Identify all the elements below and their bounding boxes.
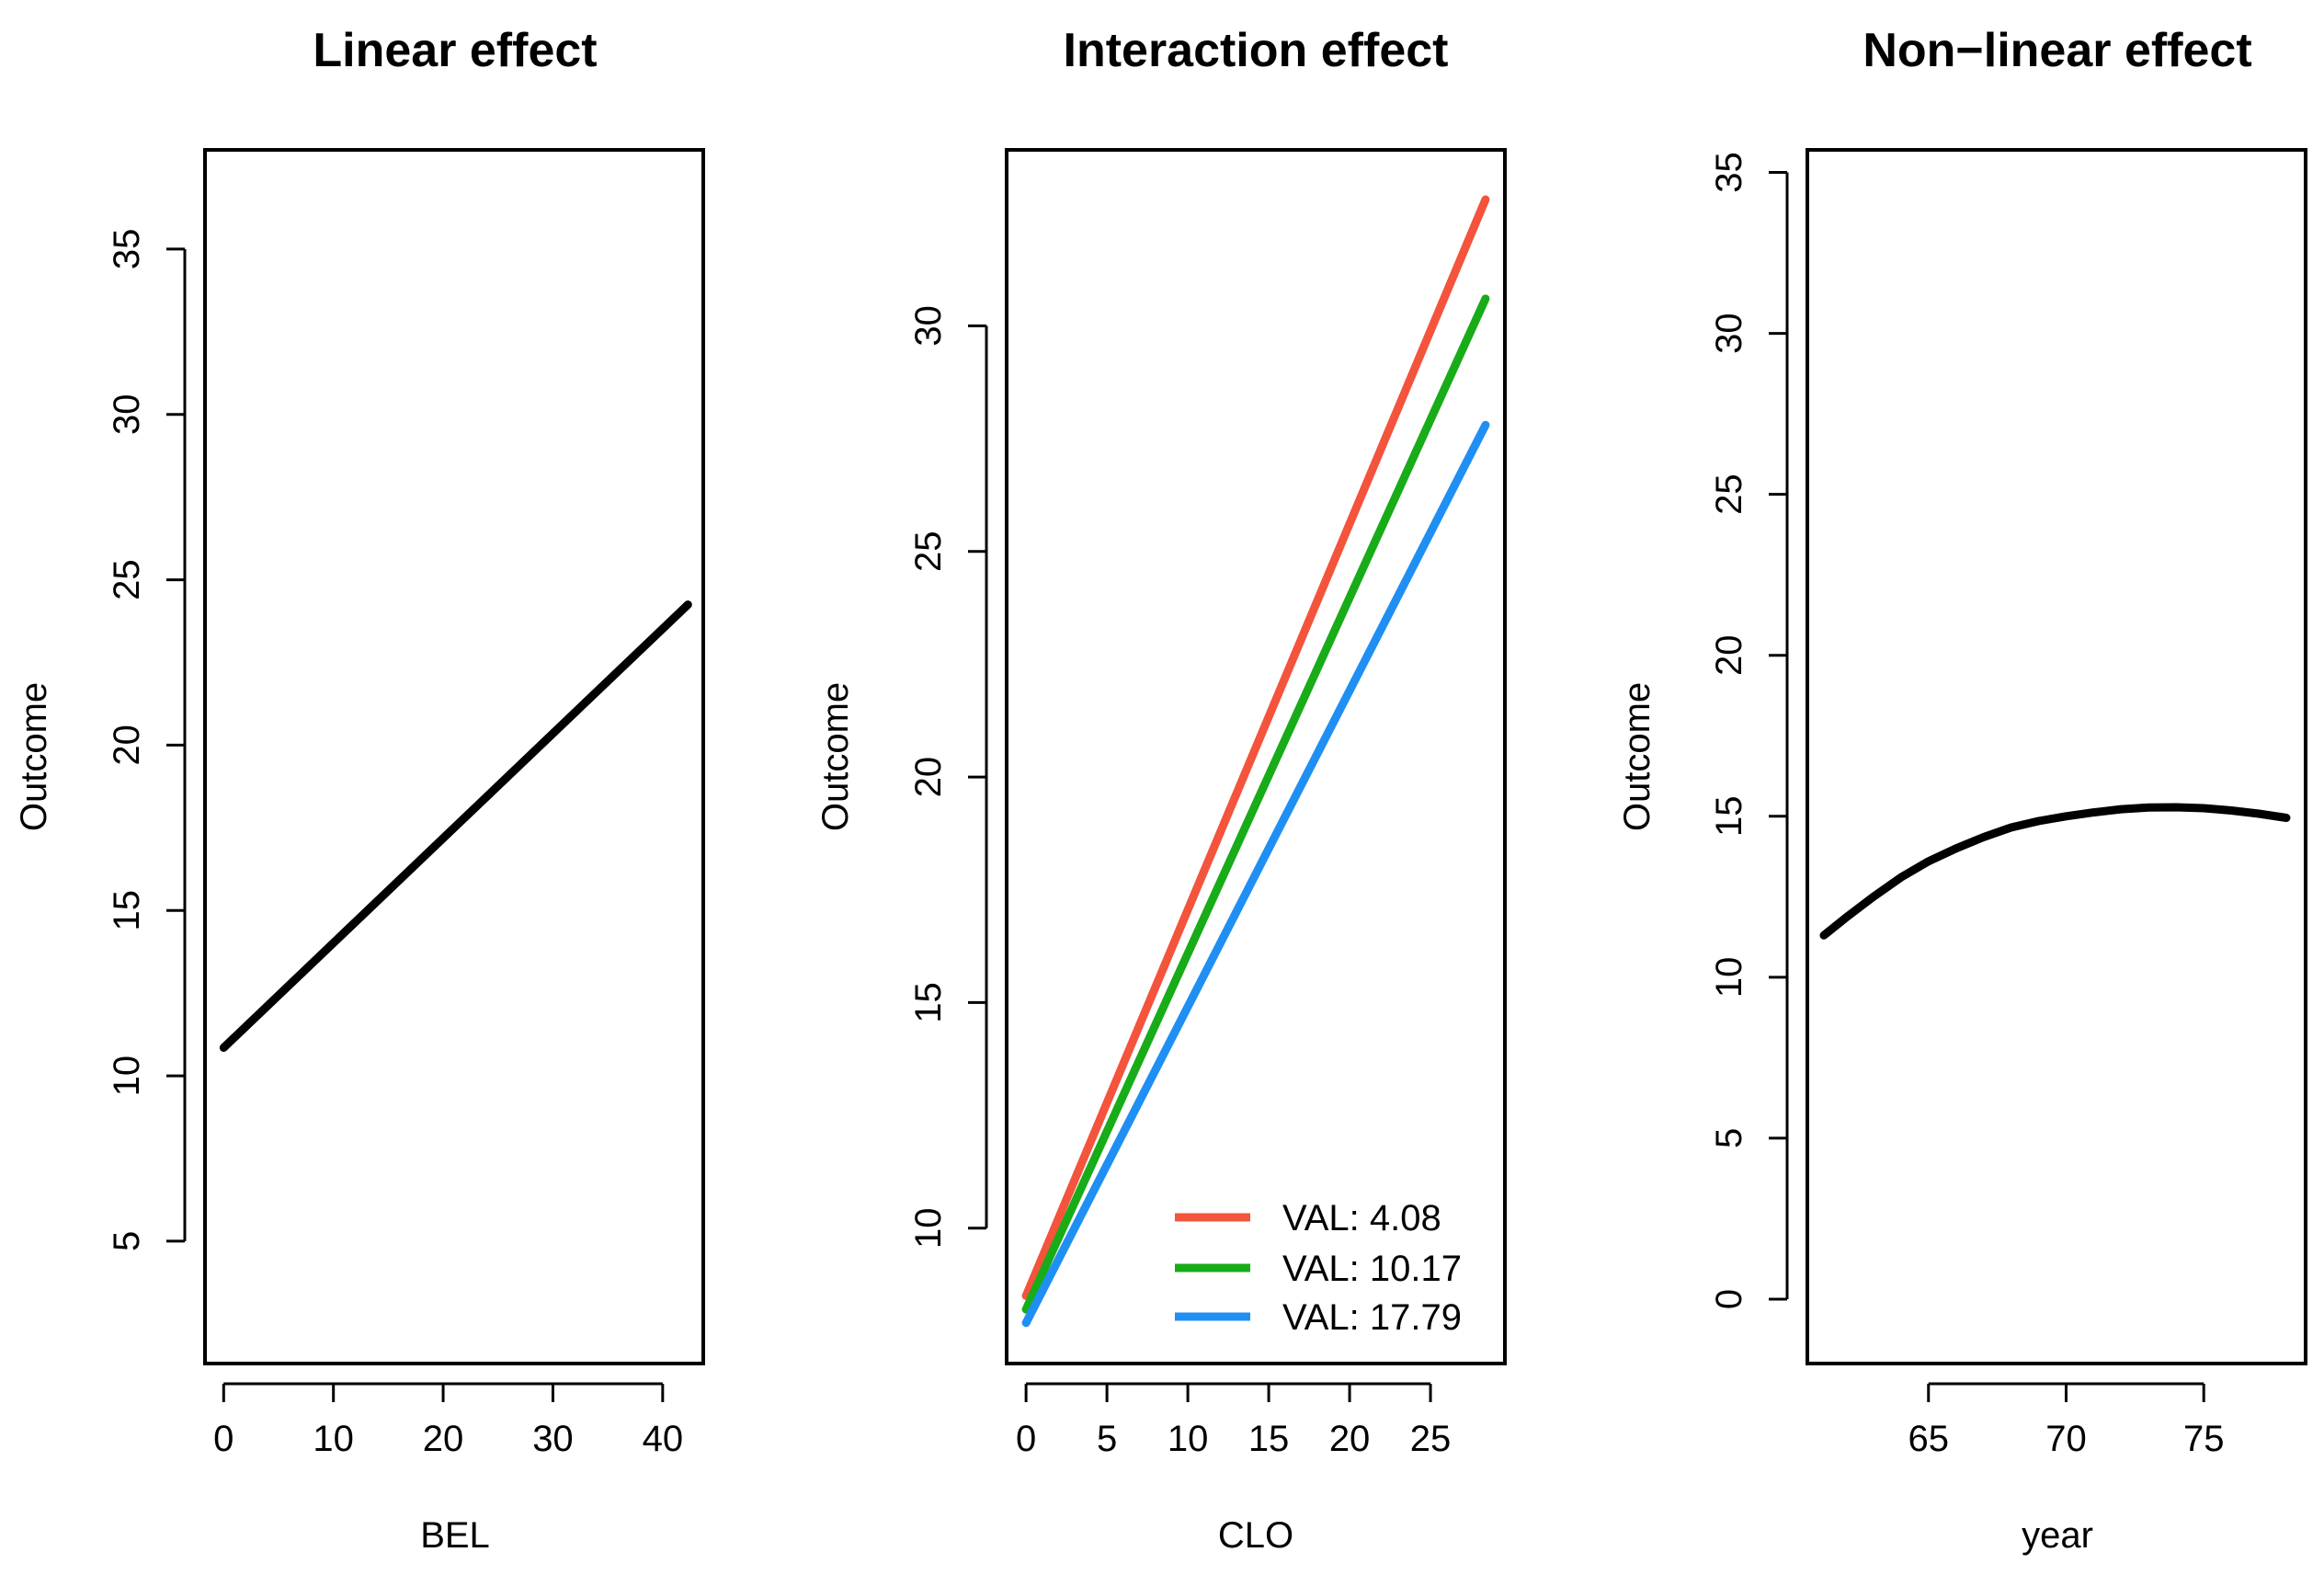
x-tick-label: 5 xyxy=(1097,1419,1117,1459)
panel-linear-effect: Linear effect 0 10 20 30 40 5 10 15 20 25 30 35 BEL… xyxy=(14,24,705,1556)
series-group xyxy=(219,600,692,1052)
x-tick-label: 0 xyxy=(213,1419,234,1459)
y-tick-label: 5 xyxy=(1709,1128,1749,1148)
chart-title: Interaction effect xyxy=(1064,24,1449,77)
plot-frame xyxy=(203,148,705,1365)
panel-interaction-effect: Interaction effect 0 5 10 15 20 251015202530 … xyxy=(815,24,1507,1556)
y-tick-label: 20 xyxy=(1709,634,1749,676)
y-tick-label: 15 xyxy=(1709,796,1749,838)
x-tick-label: 0 xyxy=(1016,1419,1036,1459)
legend-label-val-4-08: VAL: 4.08 xyxy=(1282,1198,1441,1238)
y-tick-label: 10 xyxy=(908,1208,949,1250)
x-tick-label: 70 xyxy=(2045,1419,2087,1459)
y-tick-label: 10 xyxy=(1709,957,1749,999)
legend: VAL: 4.08 VAL: 10.17 VAL: 17.79 xyxy=(1175,1198,1462,1338)
x-tick-label: 40 xyxy=(643,1419,684,1459)
series-line-val-17-79 xyxy=(1021,420,1490,1328)
x-tick-label: 20 xyxy=(423,1419,464,1459)
legend-label-val-17-79: VAL: 17.79 xyxy=(1282,1297,1462,1338)
legend-label-val-10-17: VAL: 10.17 xyxy=(1282,1249,1462,1289)
tick-group: 0 10 20 30 40 5 10 15 20 25 30 35 xyxy=(107,229,683,1459)
y-tick-label: 30 xyxy=(107,394,147,435)
x-tick-label: 65 xyxy=(1908,1419,1950,1459)
series-group xyxy=(1021,195,1490,1328)
tick-group: 65 70 75 0 5 10 15 20 25 30 35 xyxy=(1709,152,2224,1459)
x-axis-label: BEL xyxy=(420,1515,490,1556)
x-tick-label: 25 xyxy=(1410,1419,1452,1459)
tick-group: 0 5 10 15 20 25 10 15 20 25 30 xyxy=(908,305,1451,1459)
y-tick-label: 20 xyxy=(107,725,147,766)
series-line-outcome xyxy=(219,600,692,1052)
plot-frame xyxy=(1005,148,1507,1365)
y-tick-label: 5 xyxy=(107,1231,147,1251)
panel-non-linear-effect: Non−linear effect 65 70 75 0 5 10 15 20 25 30 35 y… xyxy=(1617,24,2307,1556)
y-tick-label: 35 xyxy=(1709,152,1749,193)
y-tick-label: 30 xyxy=(908,305,949,347)
y-tick-label: 25 xyxy=(908,531,949,572)
x-tick-label: 30 xyxy=(532,1419,574,1459)
x-tick-label: 10 xyxy=(1168,1419,1209,1459)
series-line-val-4-08 xyxy=(1021,195,1490,1300)
series-line-outcome xyxy=(1819,803,2291,940)
y-tick-label: 0 xyxy=(1709,1289,1749,1309)
series-line-val-10-17 xyxy=(1021,294,1490,1314)
y-tick-label: 30 xyxy=(1709,313,1749,354)
series-group xyxy=(1819,803,2291,940)
y-axis-label: Outcome xyxy=(1617,682,1658,831)
plot-frame xyxy=(1806,148,2307,1365)
y-tick-label: 15 xyxy=(107,890,147,931)
y-axis-label: Outcome xyxy=(14,682,54,831)
x-axis-label: year xyxy=(2022,1515,2093,1556)
chart-title: Non−linear effect xyxy=(1863,24,2251,77)
y-tick-label: 10 xyxy=(107,1056,147,1097)
y-tick-label: 15 xyxy=(908,982,949,1023)
chart-title: Linear effect xyxy=(313,24,597,77)
x-tick-label: 15 xyxy=(1248,1419,1290,1459)
x-tick-label: 75 xyxy=(2183,1419,2225,1459)
x-tick-label: 20 xyxy=(1329,1419,1371,1459)
y-tick-label: 20 xyxy=(908,757,949,798)
x-tick-label: 10 xyxy=(313,1419,354,1459)
y-tick-label: 35 xyxy=(107,229,147,270)
y-tick-label: 25 xyxy=(107,559,147,600)
y-axis-label: Outcome xyxy=(815,682,856,831)
y-tick-label: 25 xyxy=(1709,474,1749,515)
x-axis-label: CLO xyxy=(1218,1515,1293,1556)
